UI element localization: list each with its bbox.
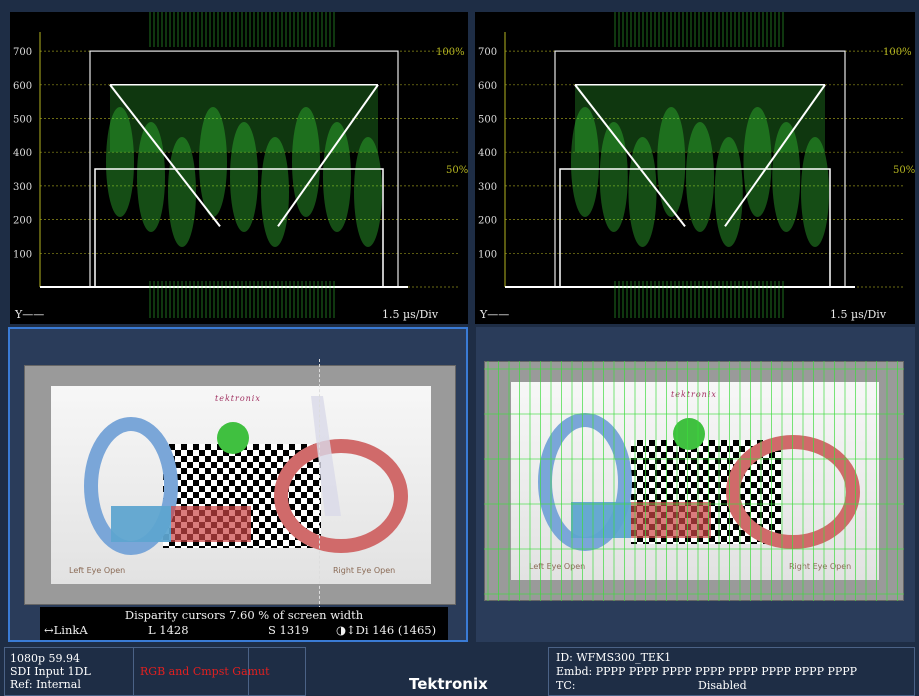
left-eye-label: Left Eye Open <box>69 566 126 575</box>
disparity-readout: Disparity cursors 7.60 % of screen width <box>124 608 364 622</box>
waveform-tile-right[interactable]: 700 600 500 400 300 200 100 100% 50% Y—— 1.5 µs/… <box>475 12 915 324</box>
waveform-tick-label: 200 <box>13 216 32 227</box>
waveform-channel-label: Y—— <box>15 308 45 321</box>
status-bar: 1080p 59.94 SDI Input 1DL Ref: Internal … <box>0 645 919 696</box>
waveform-channel-label: Y—— <box>480 308 510 321</box>
difference-value: ◑↕Di 146 (1465) <box>336 623 437 637</box>
waveform-tick-label: 100 <box>478 249 497 260</box>
waveform-time-div: 1.5 µs/Div <box>830 308 887 321</box>
cursor-readout: Disparity cursors 7.60 % of screen width… <box>40 607 448 640</box>
picture-tile-left[interactable]: tektronix Left Eye Open Right Eye Open D… <box>8 327 468 642</box>
test-pattern-frame: tektronix Left Eye Open Right Eye Open <box>24 365 456 605</box>
percent-50-label: 50% <box>446 165 468 176</box>
left-cursor-value: L 1428 <box>148 623 189 637</box>
waveform-tick-label: 500 <box>13 115 32 126</box>
disparity-cursor-line[interactable] <box>319 359 320 609</box>
picture-tile-right[interactable]: tektronix Left Eye Open Right Eye Open <box>476 327 915 642</box>
waveform-tile-left[interactable]: 700 600 500 400 300 200 100 100% 50% Y—— 1.5 µs/… <box>10 12 468 324</box>
brand-logo: Tektronix <box>409 675 488 693</box>
timecode-value: Disabled <box>698 679 747 692</box>
waveform-tick-label: 200 <box>478 216 497 227</box>
test-pattern-graphics <box>84 396 408 555</box>
timecode-label: TC: <box>556 679 576 692</box>
waveform-tick-label: 100 <box>13 249 32 260</box>
waveform-tick-label: 600 <box>13 81 32 92</box>
second-cursor-value: S 1319 <box>268 623 309 637</box>
percent-50-label: 50% <box>893 165 915 176</box>
waveform-tick-label: 400 <box>13 148 32 159</box>
test-pattern-logo: tektronix <box>671 390 717 399</box>
waveform-tick-label: 500 <box>478 115 497 126</box>
waveform-tick-label: 700 <box>13 47 32 58</box>
waveform-tick-label: 600 <box>478 81 497 92</box>
link-indicator: ↔LinkA <box>44 623 88 637</box>
gamut-box <box>133 647 249 696</box>
test-pattern-inner: tektronix Left Eye Open Right Eye Open <box>51 386 431 584</box>
video-format: 1080p 59.94 <box>10 652 81 665</box>
test-pattern-logo: tektronix <box>215 394 261 403</box>
gamut-alarm: RGB and Cmpst Gamut <box>140 665 270 678</box>
percent-100-label: 100% <box>436 47 465 58</box>
left-eye-label: Left Eye Open <box>529 562 586 571</box>
waveform-tick-label: 400 <box>478 148 497 159</box>
waveform-trace-left: 700 600 500 400 300 200 100 100% 50% <box>13 12 468 318</box>
embedded-audio: Embd: PPPP PPPP PPPP PPPP PPPP PPPP PPPP… <box>556 665 858 678</box>
reference-source: Ref: Internal <box>10 678 81 691</box>
percent-100-label: 100% <box>883 47 912 58</box>
waveform-tick-label: 300 <box>478 182 497 193</box>
right-eye-label: Right Eye Open <box>789 562 852 571</box>
right-eye-label: Right Eye Open <box>333 566 396 575</box>
waveform-tick-label: 700 <box>478 47 497 58</box>
waveform-time-div: 1.5 µs/Div <box>382 308 439 321</box>
waveform-trace-right: 700 600 500 400 300 200 100 100% 50% <box>478 12 915 318</box>
waveform-tick-label: 300 <box>13 182 32 193</box>
instrument-id: ID: WFMS300_TEK1 <box>556 651 672 664</box>
disparity-grid-overlay <box>484 361 904 601</box>
input-source[interactable]: SDI Input 1DL <box>10 665 91 678</box>
